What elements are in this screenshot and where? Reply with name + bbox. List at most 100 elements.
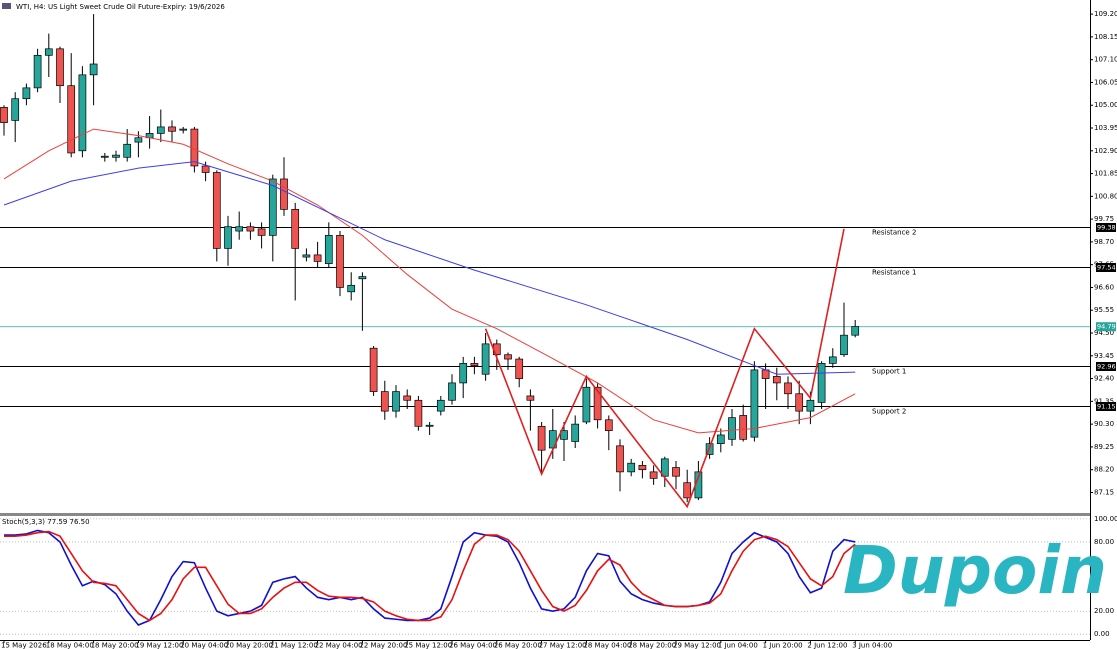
candle-body [795,393,804,412]
chart-icon [2,3,11,9]
candle-body [672,467,680,477]
candle-body [268,178,277,236]
candle-body [190,128,199,167]
candle-body [257,228,266,236]
zigzag-line [484,228,845,509]
candle-body [425,424,434,427]
candle-body [593,386,602,421]
y-tick-label: 92.40 [1094,375,1114,383]
candle-body [638,465,647,471]
candle-body [78,74,87,152]
x-tick-label: 28 May 04:00 [583,642,631,649]
y-tick-label: 106.05 [1094,78,1117,86]
y-tick-label: 101.85 [1094,170,1117,178]
candle-body [100,155,109,158]
level-tag [1096,223,1116,232]
y-tick-label: 98.70 [1094,238,1114,246]
stoch-line [4,530,856,622]
candle-body [302,254,311,258]
y-tick-label: 100.80 [1094,192,1117,200]
candle-body [772,376,781,384]
x-tick-label: 2 Jun 12:00 [807,642,847,649]
candle-body [582,386,591,423]
candle-body [280,178,288,210]
candle-body [436,399,445,412]
x-tick-label: 21 May 12:00 [270,642,318,649]
x-tick-label: 20 May 04:00 [180,642,228,649]
candle-body [235,226,244,232]
y-tick-label: 20.00 [1094,607,1114,615]
y-tick-label: 96.60 [1094,283,1114,291]
candle-body [470,363,479,366]
candle-body [448,382,456,401]
x-tick-label: 1 Jun 04:00 [718,642,758,649]
level-name: Support 2 [872,408,906,416]
x-tick-label: 1 Jun 20:00 [763,642,803,649]
candle-body [828,356,837,364]
last-price-label: 94.79 [1097,323,1116,331]
y-tick-label: 100.00 [1094,515,1117,523]
candle-body [481,343,490,375]
x-tick-label: 18 May 20:00 [91,642,139,649]
level-name: Resistance 2 [872,229,916,237]
candle-body [89,63,98,76]
level-name: Support 1 [872,368,906,376]
y-tick-label: 99.75 [1094,215,1114,223]
candle-body [44,48,53,56]
candle-body [358,276,367,280]
x-tick-label: 26 May 20:00 [494,642,542,649]
candle-body [627,462,636,473]
candle-body [560,430,568,440]
candle-body [806,399,815,412]
candle-body [504,354,512,360]
level-tag-label: 91.15 [1097,403,1116,411]
level-tag-label: 97.54 [1097,264,1116,272]
x-tick-label: 27 May 12:00 [539,642,587,649]
candle-body [716,434,725,445]
candle-body [649,471,658,479]
level-name: Resistance 1 [872,269,916,277]
candle-body [11,98,20,121]
x-tick-label: 3 Jun 04:00 [852,642,892,649]
candle-body [123,143,132,158]
candle-body [246,226,255,232]
candle-body [728,417,736,440]
candle-body [0,107,8,123]
candle-body [313,254,322,262]
candle-body [604,419,613,431]
candle-body [22,87,31,100]
level-tag [1096,263,1116,272]
candle-body [336,235,344,288]
level-tag-label: 99.38 [1097,224,1116,232]
y-tick-label: 94.50 [1094,329,1114,337]
y-tick-label: 89.25 [1094,443,1114,451]
x-tick-label: 26 May 04:00 [449,642,497,649]
x-tick-label: 28 May 20:00 [628,642,676,649]
y-tick-label: 109.20 [1094,10,1117,18]
candle-body [414,399,423,427]
candle-body [515,358,524,379]
x-tick-label: 22 May 04:00 [315,642,363,649]
candle-body [784,382,792,395]
x-tick-label: 20 May 20:00 [225,642,273,649]
candle-body [212,172,221,249]
candle-body [67,85,76,154]
y-tick-label: 103.95 [1094,124,1117,132]
stoch-title: Stoch(5,3,3) 77.59 76.50 [2,518,90,526]
last-price-tag [1096,322,1116,332]
candle-body [526,395,535,401]
candle-body [817,363,826,403]
x-tick-label: 22 May 20:00 [359,642,407,649]
y-tick-label: 90.30 [1094,420,1114,428]
candle-body [537,425,546,451]
candle-body [134,137,143,143]
moving-average [3,161,856,375]
y-tick-label: 108.15 [1094,33,1117,41]
level-tag [1096,402,1116,411]
x-tick-label: 19 May 12:00 [135,642,183,649]
candle-body [56,48,64,87]
stoch-line [4,529,856,626]
candle-body [347,284,356,293]
candle-body [291,209,300,249]
candle-body [179,128,188,131]
